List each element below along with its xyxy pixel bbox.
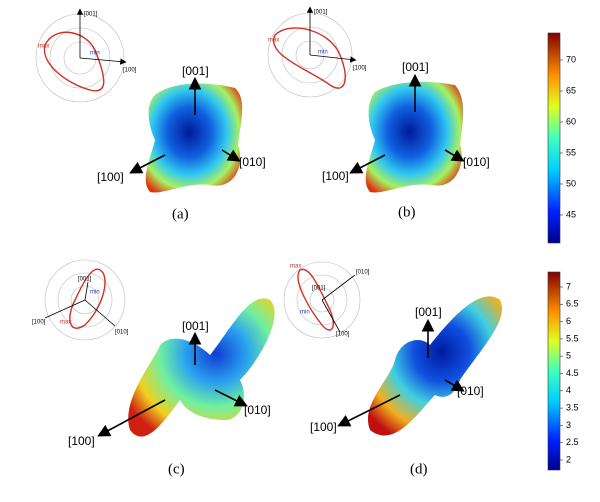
polar-labels: max min [001] [100] max min [001] [100] … bbox=[32, 10, 370, 338]
panel-label: (d) bbox=[410, 461, 428, 477]
polar-axis: [010] bbox=[115, 330, 129, 336]
polar-max: max bbox=[60, 320, 71, 326]
colorbar-ticks: 70 65 60 55 50 45 7 6.5 6 5.5 5 4.5 4 3.5 3 2.5 2 bbox=[560, 54, 579, 464]
colorbar-tick-label: 5.5 bbox=[566, 333, 579, 343]
direction-label: [010] bbox=[239, 155, 266, 169]
colorbar-tick-label: 70 bbox=[566, 54, 576, 64]
polar-axis: [010] bbox=[356, 270, 370, 276]
polar-axis: [001] bbox=[84, 12, 98, 18]
colorbar-tick-label: 45 bbox=[566, 209, 576, 219]
colorbar-tick-label: 60 bbox=[566, 116, 576, 126]
polar-axis: [001] bbox=[78, 277, 92, 283]
polar-min: min bbox=[90, 290, 100, 296]
panel-labels: (a) (b) (c) (d) bbox=[168, 204, 428, 477]
polar-min: min bbox=[318, 50, 328, 56]
direction-label: [010] bbox=[244, 403, 271, 417]
polar-max: max bbox=[268, 38, 279, 44]
colorbar-tick-label: 5 bbox=[566, 351, 571, 361]
polar-axis: [001] bbox=[314, 10, 328, 16]
polar-axis: [100] bbox=[123, 68, 137, 74]
polar-max: max bbox=[290, 264, 301, 270]
direction-label: [010] bbox=[463, 155, 490, 169]
colorbar-tick-label: 3.5 bbox=[566, 402, 579, 412]
colorbar-tick-label: 3 bbox=[566, 420, 571, 430]
direction-label: [010] bbox=[457, 384, 484, 398]
polar-axis: [100] bbox=[353, 66, 367, 72]
polar-axis: [100] bbox=[32, 320, 46, 326]
direction-label: [001] bbox=[415, 305, 442, 319]
colorbar bbox=[547, 271, 561, 471]
colorbar-tick-label: 4.5 bbox=[566, 368, 579, 378]
colorbar-tick-label: 4 bbox=[566, 385, 571, 395]
polar-axes bbox=[44, 6, 357, 333]
panel-label: (a) bbox=[172, 206, 189, 222]
colorbar-tick-label: 65 bbox=[566, 85, 576, 95]
colorbar-tick-label: 6.5 bbox=[566, 299, 579, 309]
direction-label: [001] bbox=[182, 319, 209, 333]
colorbar-tick-label: 2 bbox=[566, 454, 571, 464]
polar-min: min bbox=[90, 51, 100, 57]
direction-label: [001] bbox=[182, 64, 209, 78]
panel-label: (c) bbox=[168, 461, 185, 477]
polar-axis: [001] bbox=[312, 286, 326, 292]
colorbar-tick-label: 55 bbox=[566, 147, 576, 157]
direction-label: [100] bbox=[322, 169, 349, 183]
direction-label: [001] bbox=[402, 60, 429, 74]
direction-labels: [001] [100] [010] [001] [100] [010] [001… bbox=[68, 60, 490, 448]
polar-min: min bbox=[300, 310, 310, 316]
colorbar-tick-label: 7 bbox=[566, 281, 571, 291]
colorbar bbox=[547, 32, 561, 244]
polar-max: max bbox=[38, 44, 49, 50]
direction-label: [100] bbox=[97, 170, 124, 184]
polar-curves bbox=[43, 27, 346, 331]
colorbar-tick-label: 50 bbox=[566, 178, 576, 188]
surface bbox=[365, 81, 464, 193]
colorbar-tick-label: 6 bbox=[566, 316, 571, 326]
surface bbox=[145, 83, 243, 193]
direction-label: [100] bbox=[68, 434, 95, 448]
direction-label: [100] bbox=[310, 420, 337, 434]
polar-axis: [100] bbox=[336, 332, 350, 338]
panel-label: (b) bbox=[398, 204, 416, 220]
direction-arrows bbox=[97, 73, 465, 437]
surface bbox=[367, 296, 502, 436]
colorbar-tick-label: 2.5 bbox=[566, 437, 579, 447]
